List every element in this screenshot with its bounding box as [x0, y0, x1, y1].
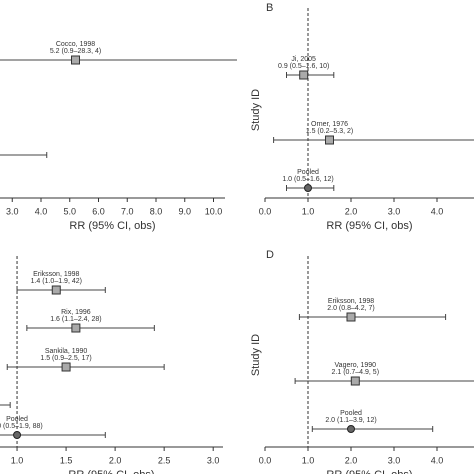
study-name: Sankila, 1990 [45, 348, 88, 355]
study-name: Pooled [6, 416, 28, 423]
x-axis-label: RR (95% CI, obs) [326, 220, 412, 232]
estimate-marker [71, 55, 80, 65]
x-tick-label: 3.0 [388, 455, 401, 465]
x-tick-label: 3.0 [207, 455, 220, 465]
x-tick-label: 1.0 [302, 455, 315, 465]
study-name: Ji, 2005 [291, 56, 316, 63]
estimate-label: 2.1 (0.7–4.9, 5) [332, 369, 379, 376]
x-tick-label: 1.5 [60, 455, 73, 465]
estimate-label: 1.4 (1.0–1.9, 42) [31, 278, 82, 285]
study-name: Orner, 1976 [311, 121, 348, 128]
x-axis-label: RR (95% CI, obs) [326, 469, 412, 474]
x-tick-label: 4.0 [431, 455, 444, 465]
estimate-marker [71, 323, 81, 333]
x-tick-label: 2.0 [345, 455, 358, 465]
panel-label: D [266, 249, 274, 261]
estimate-label: 1.5 (0.9–2.5, 17) [40, 355, 91, 362]
study-name: Cocco, 1998 [56, 41, 95, 48]
estimate-label: 0.9 (0.5–1.6, 10) [278, 63, 329, 70]
x-tick-label: 2.0 [109, 455, 122, 465]
study-name: Pooled [340, 410, 362, 417]
estimate-label: 1.5 (0.2–5.3, 2) [306, 128, 353, 135]
estimate-label: 2.0 (1.1–3.9, 12) [325, 417, 376, 424]
x-axis-label: RR (95% CI, obs) [68, 469, 154, 474]
x-tick-label: 0.0 [259, 206, 272, 216]
study-name: Eriksson, 1998 [33, 271, 79, 278]
x-tick-label: 2.0 [345, 206, 358, 216]
x-tick-label: 4.0 [35, 206, 48, 216]
x-tick-label: 3.0 [6, 206, 19, 216]
panel: 1.0 1.5 2.0 2.5 3.0 RR (95% CI, obs) Eriksson,… [0, 256, 223, 474]
estimate-marker [299, 70, 309, 80]
study-name: Rix, 1996 [61, 309, 91, 316]
estimate-label: 5.2 (0.9–28.3, 4) [50, 48, 101, 55]
estimate-marker [325, 135, 334, 145]
x-tick-label: 5.0 [63, 206, 76, 216]
panel-label: B [266, 2, 273, 14]
x-tick-label: 2.5 [158, 455, 171, 465]
x-tick-label: 0.0 [259, 455, 272, 465]
x-tick-label: 1.0 [302, 206, 315, 216]
panel: 0.0 1.0 2.0 3.0 4.0 RR (95% CI, obs) D Study ID… [250, 249, 474, 474]
x-tick-label: 4.0 [431, 206, 444, 216]
pooled-marker [304, 184, 312, 192]
x-axis-label: RR (95% CI, obs) [69, 220, 155, 232]
estimate-marker [51, 285, 61, 295]
x-tick-label: 7.0 [121, 206, 134, 216]
x-tick-label: 3.0 [388, 206, 401, 216]
estimate-label: 1.6 (1.1–2.4, 28) [50, 316, 101, 323]
study-name: Eriksson, 1998 [328, 298, 374, 305]
x-tick-label: 9.0 [178, 206, 191, 216]
x-tick-label: 1.0 [11, 455, 24, 465]
pooled-marker [347, 425, 355, 433]
x-tick-label: 6.0 [92, 206, 105, 216]
estimate-label: 1.0 (0.5–1.6, 12) [282, 176, 333, 183]
study-name: Pooled [297, 169, 319, 176]
estimate-marker [61, 362, 71, 372]
x-tick-label: 8.0 [150, 206, 163, 216]
y-axis-label: Study ID [250, 334, 262, 376]
pooled-marker [13, 431, 22, 439]
panel: 3.0 4.0 5.0 6.0 7.0 8.0 9.0 10.0 RR (95% CI, obs… [0, 41, 237, 232]
estimate-marker [346, 312, 356, 322]
estimate-label: 2.0 (0.8–4.2, 7) [327, 305, 374, 312]
x-tick-label: 10.0 [205, 206, 223, 216]
study-name: Vagero, 1990 [335, 362, 377, 369]
panel: 0.0 1.0 2.0 3.0 4.0 RR (95% CI, obs) B Study ID… [250, 2, 474, 232]
estimate-marker [350, 376, 360, 386]
estimate-label: 1.0 (0.5–1.9, 88) [0, 423, 43, 430]
y-axis-label: Study ID [250, 89, 262, 131]
